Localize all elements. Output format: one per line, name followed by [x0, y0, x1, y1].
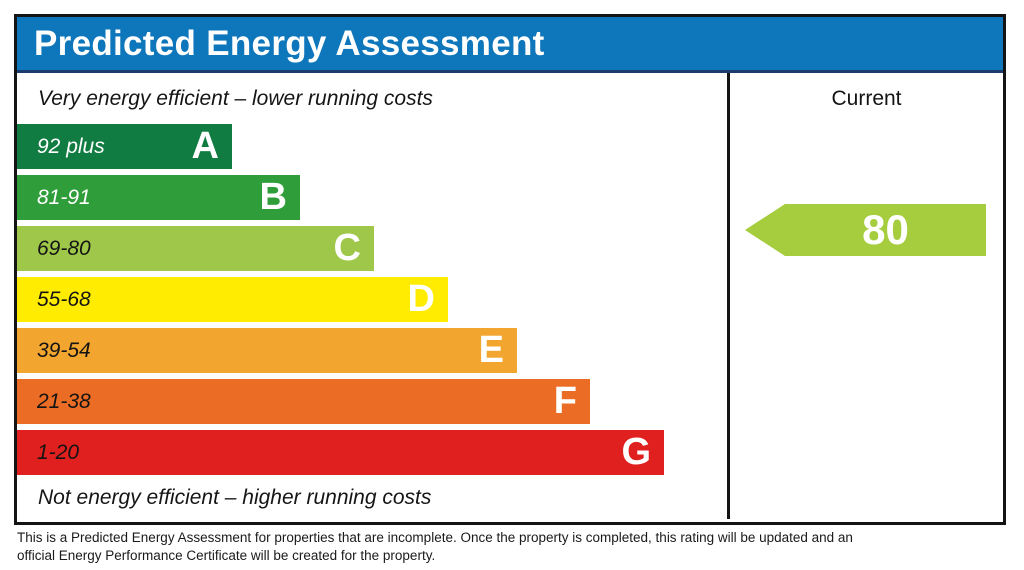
rating-bands: 92 plus A 81-91 B 69-80 C 55-68 D 39-54 E 21-38 F 1-… — [17, 124, 664, 481]
rating-band-A: 92 plus A — [17, 124, 232, 169]
rating-band-G: 1-20 G — [17, 430, 664, 475]
band-range-label: 55-68 — [37, 287, 91, 311]
band-range-label: 69-80 — [37, 236, 91, 260]
chart-body: Very energy efficient – lower running co… — [17, 73, 1003, 519]
arrow-tip-icon — [745, 204, 785, 256]
rating-band-B: 81-91 B — [17, 175, 300, 220]
band-range-label: 81-91 — [37, 185, 91, 209]
arrow-body: 80 — [785, 204, 986, 256]
band-letter: G — [621, 431, 651, 473]
band-range-label: 1-20 — [37, 440, 80, 464]
current-rating-column: Current 80 — [730, 73, 1003, 519]
band-letter: A — [191, 125, 219, 167]
band-letter: F — [553, 380, 577, 422]
band-range-label: 39-54 — [37, 338, 91, 362]
band-range-label: 92 plus — [37, 134, 105, 158]
band-letter: D — [407, 278, 435, 320]
rating-band-E: 39-54 E — [17, 328, 517, 373]
rating-band-F: 21-38 F — [17, 379, 590, 424]
band-letter: B — [259, 176, 287, 218]
bottom-caption: Not energy efficient – higher running co… — [38, 486, 432, 509]
rating-band-D: 55-68 D — [17, 277, 448, 322]
current-rating-arrow: 80 — [745, 204, 986, 256]
footnote: This is a Predicted Energy Assessment fo… — [17, 529, 853, 565]
footnote-line-1: This is a Predicted Energy Assessment fo… — [17, 530, 853, 545]
top-caption: Very energy efficient – lower running co… — [38, 87, 433, 110]
rating-band-C: 69-80 C — [17, 226, 374, 271]
current-rating-value: 80 — [862, 206, 909, 253]
footnote-line-2: official Energy Performance Certificate … — [17, 547, 436, 563]
band-letter: E — [478, 329, 504, 371]
band-range-label: 21-38 — [37, 389, 91, 413]
current-column-header: Current — [831, 87, 902, 110]
band-letter: C — [333, 227, 361, 269]
assessment-chart-frame: Predicted Energy Assessment Very energy … — [14, 14, 1006, 525]
page-title: Predicted Energy Assessment — [34, 23, 545, 63]
chart-title-bar: Predicted Energy Assessment — [17, 17, 1003, 73]
rating-scale-column: Very energy efficient – lower running co… — [17, 73, 730, 519]
